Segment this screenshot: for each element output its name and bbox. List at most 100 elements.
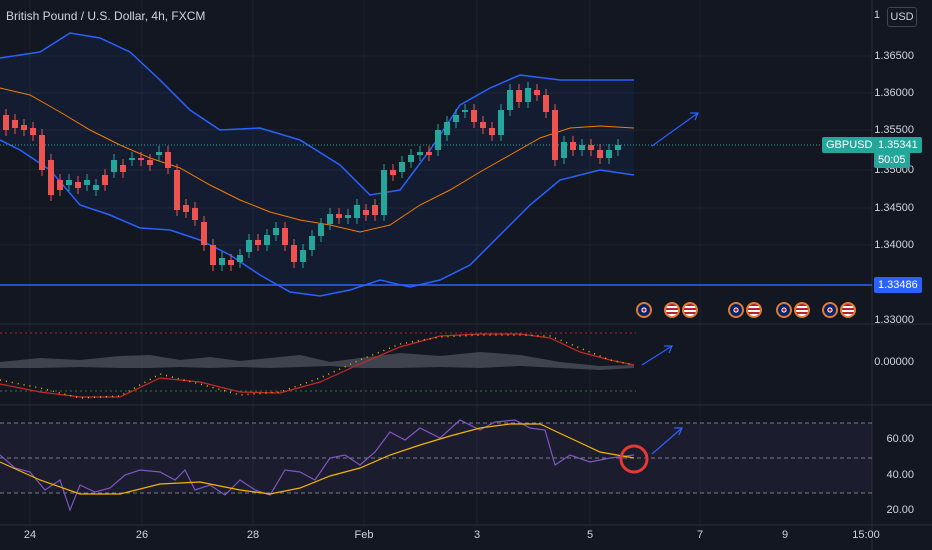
candle-body	[165, 152, 171, 168]
candle-body	[480, 122, 486, 128]
time-label: 9	[781, 529, 789, 541]
candle-body	[561, 142, 567, 158]
gb-flag-icon[interactable]	[728, 302, 744, 318]
candle-body	[39, 135, 45, 170]
candle-body	[102, 175, 108, 185]
candle-body	[489, 128, 495, 135]
candle-body	[543, 95, 549, 112]
candle-body	[237, 255, 243, 262]
candle-body	[309, 236, 315, 250]
gb-flag-icon[interactable]	[776, 302, 792, 318]
gb-flag-icon[interactable]	[636, 302, 652, 318]
candle-body	[120, 165, 126, 172]
candle-body	[93, 185, 99, 190]
bollinger-basis	[0, 87, 635, 233]
candle-body	[345, 215, 351, 218]
current-price-tag: 1.35341	[874, 137, 922, 153]
rsi-axis-label: 60.00	[886, 433, 914, 445]
candle-body	[525, 88, 531, 102]
price-label-partial: 1	[873, 9, 880, 21]
us-flag-icon[interactable]	[682, 302, 698, 318]
candle-body	[372, 205, 378, 215]
time-label: 26	[135, 529, 149, 541]
countdown-tag: 50:05	[874, 152, 910, 168]
candle-body	[129, 158, 135, 160]
candle-body	[336, 214, 342, 218]
candle-body	[552, 110, 558, 160]
candle-body	[462, 110, 468, 112]
price-label: 1.34500	[874, 202, 914, 214]
candle-body	[210, 245, 216, 265]
rsi-line	[0, 419, 635, 512]
gb-flag-icon[interactable]	[822, 302, 838, 318]
candle-body	[75, 182, 81, 188]
price-label: 1.33000	[874, 314, 914, 326]
candle-body	[57, 180, 63, 190]
candle-body	[435, 130, 441, 150]
price-label: 1.35500	[874, 124, 914, 136]
symbol-tag: GBPUSD	[822, 137, 877, 153]
candle-body	[507, 90, 513, 110]
candle-body	[408, 155, 414, 162]
candle-body	[174, 170, 180, 210]
candle-body	[3, 115, 9, 130]
candle-body	[12, 120, 18, 128]
candle-body	[354, 205, 360, 218]
currency-button[interactable]: USD	[887, 7, 917, 27]
candle-body	[183, 205, 189, 212]
candle-body	[615, 145, 621, 150]
oscillator-line	[0, 333, 635, 398]
rsi-axis-label: 40.00	[886, 469, 914, 481]
projection-arrows[interactable]	[641, 112, 699, 455]
chart-title: British Pound / U.S. Dollar, 4h, FXCM	[6, 9, 206, 23]
time-label: 5	[586, 529, 594, 541]
time-label: Feb	[354, 529, 374, 541]
time-label: 7	[696, 529, 704, 541]
candle-body	[498, 110, 504, 135]
candle-body	[453, 115, 459, 122]
candle-body	[273, 228, 279, 235]
candle-body	[579, 145, 585, 150]
candle-body	[417, 152, 423, 155]
candle-body	[588, 145, 594, 150]
candle-body	[318, 224, 324, 236]
candle-body	[534, 90, 540, 95]
candle-body	[147, 160, 153, 165]
oscillator-axis-label: 0.00000	[874, 356, 914, 368]
time-label: 28	[246, 529, 260, 541]
oscillator-histogram	[0, 352, 634, 370]
candle-body	[48, 160, 54, 195]
rsi-highlight-circle[interactable]	[619, 444, 649, 474]
candle-body	[21, 125, 27, 130]
us-flag-icon[interactable]	[746, 302, 762, 318]
candle-body	[327, 214, 333, 224]
candlesticks	[3, 82, 621, 271]
candle-body	[471, 110, 477, 122]
rsi-axis-label: 20.00	[886, 504, 914, 516]
candle-body	[264, 235, 270, 245]
rsi-ma-line	[0, 423, 635, 495]
us-flag-icon[interactable]	[794, 302, 810, 318]
candle-body	[255, 240, 261, 245]
candle-body	[300, 250, 306, 262]
candle-body	[399, 162, 405, 172]
bollinger-fill	[0, 33, 634, 296]
candle-body	[111, 160, 117, 172]
time-label: 15:00	[852, 529, 880, 541]
candle-body	[444, 122, 450, 135]
candle-body	[201, 222, 207, 245]
candle-body	[156, 152, 162, 155]
level-price-tag: 1.33486	[874, 277, 922, 293]
candle-body	[192, 208, 198, 220]
candle-body	[516, 90, 522, 102]
candle-body	[291, 245, 297, 262]
candle-body	[597, 150, 603, 158]
candle-body	[30, 128, 36, 135]
us-flag-icon[interactable]	[664, 302, 680, 318]
time-label: 3	[473, 529, 481, 541]
us-flag-icon[interactable]	[840, 302, 856, 318]
candle-body	[228, 260, 234, 265]
candle-body	[363, 210, 369, 215]
signal-dots	[0, 334, 635, 399]
